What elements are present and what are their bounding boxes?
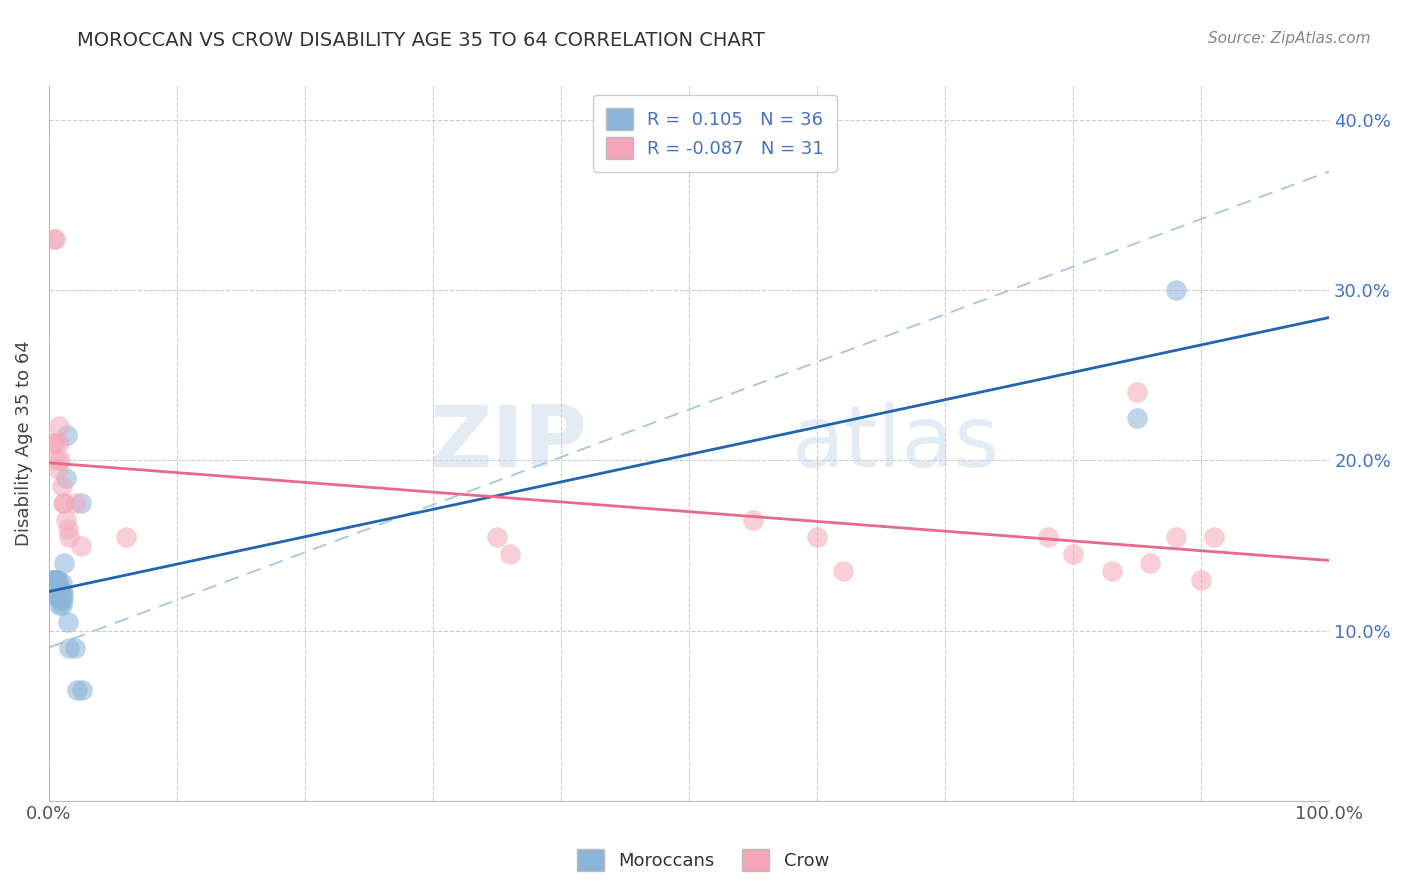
Point: [55, 513, 77, 527]
Point: [42, 581, 65, 595]
Point: [1164, 530, 1187, 544]
Point: [49, 593, 72, 607]
Y-axis label: Disability Age 35 to 64: Disability Age 35 to 64: [15, 341, 32, 547]
Point: [49, 453, 72, 467]
Point: [1139, 556, 1161, 570]
Point: [70, 496, 93, 510]
Point: [70, 539, 93, 553]
Point: [742, 513, 765, 527]
Point: [56, 615, 79, 629]
Point: [63, 496, 86, 510]
Point: [1126, 411, 1149, 425]
Point: [42, 573, 65, 587]
Point: [41, 573, 63, 587]
Point: [52, 496, 75, 510]
Point: [72, 683, 94, 698]
Point: [44, 581, 66, 595]
Point: [63, 640, 86, 655]
Point: [46, 590, 69, 604]
Point: [46, 573, 69, 587]
Point: [1062, 547, 1084, 561]
Point: [44, 573, 66, 587]
Legend: Moroccans, Crow: Moroccans, Crow: [569, 842, 837, 879]
Point: [49, 590, 72, 604]
Point: [1202, 530, 1225, 544]
Point: [56, 522, 79, 536]
Point: [51, 598, 73, 612]
Point: [1164, 284, 1187, 298]
Point: [39, 581, 62, 595]
Text: MOROCCAN VS CROW DISABILITY AGE 35 TO 64 CORRELATION CHART: MOROCCAN VS CROW DISABILITY AGE 35 TO 64…: [77, 31, 765, 50]
Point: [58, 530, 80, 544]
Point: [51, 576, 73, 591]
Point: [1189, 573, 1212, 587]
Point: [51, 590, 73, 604]
Point: [1036, 530, 1059, 544]
Point: [45, 573, 67, 587]
Point: [1101, 564, 1123, 578]
Point: [58, 640, 80, 655]
Point: [48, 590, 70, 604]
Point: [48, 436, 70, 450]
Point: [45, 453, 67, 467]
Point: [53, 556, 76, 570]
Point: [114, 530, 136, 544]
Point: [56, 428, 79, 442]
Point: [42, 573, 65, 587]
Point: [51, 584, 73, 599]
Point: [42, 436, 65, 450]
Point: [55, 470, 77, 484]
Point: [486, 530, 509, 544]
Point: [46, 581, 69, 595]
Text: atlas: atlas: [792, 402, 1000, 485]
Point: [46, 462, 69, 476]
Point: [66, 683, 89, 698]
Point: [42, 232, 65, 246]
Point: [1126, 385, 1149, 400]
Point: [48, 581, 70, 595]
Text: Source: ZipAtlas.com: Source: ZipAtlas.com: [1208, 31, 1371, 46]
Point: [806, 530, 828, 544]
Point: [52, 593, 75, 607]
Point: [44, 232, 66, 246]
Point: [45, 581, 67, 595]
Text: ZIP: ZIP: [429, 402, 586, 485]
Point: [42, 581, 65, 595]
Legend: R =  0.105   N = 36, R = -0.087   N = 31: R = 0.105 N = 36, R = -0.087 N = 31: [593, 95, 837, 172]
Point: [499, 547, 522, 561]
Point: [831, 564, 853, 578]
Point: [48, 419, 70, 434]
Point: [48, 598, 70, 612]
Point: [49, 581, 72, 595]
Point: [44, 436, 66, 450]
Point: [52, 586, 75, 600]
Point: [51, 479, 73, 493]
Point: [53, 496, 76, 510]
